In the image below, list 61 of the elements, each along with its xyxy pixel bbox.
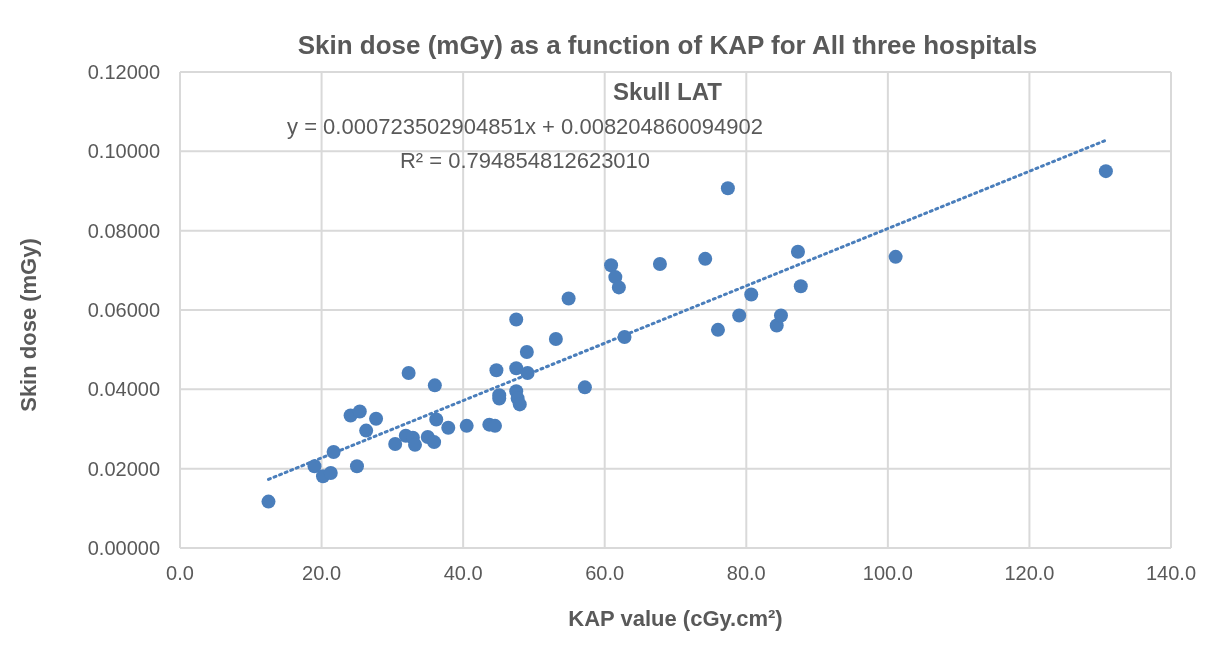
annotation: R² = 0.794854812623010 [398, 148, 652, 174]
point [520, 366, 535, 381]
point [652, 256, 667, 271]
x-tick-label: 140.0 [1145, 562, 1197, 585]
x-axis-title: KAP value (cGy.cm²) [568, 606, 783, 631]
point [352, 404, 367, 419]
point [698, 251, 713, 266]
point [888, 249, 903, 264]
point [261, 494, 276, 509]
point [732, 308, 747, 323]
point [561, 291, 576, 306]
chart-subtitle: Skull LAT [612, 78, 723, 106]
point [359, 423, 374, 438]
y-tick-label: 0.08000 [87, 219, 160, 242]
point [429, 412, 444, 427]
x-tick-label: 120.0 [1004, 562, 1055, 585]
x-tick-label: 80.0 [726, 562, 766, 585]
point [790, 244, 805, 259]
point [617, 329, 632, 344]
point [401, 366, 416, 381]
point [509, 361, 524, 376]
y-tick-label: 0.12000 [87, 61, 160, 84]
point [323, 466, 338, 481]
point [548, 331, 563, 346]
y-tick-label: 0.00000 [87, 537, 160, 560]
y-tick-label: 0.06000 [87, 299, 160, 322]
point [408, 437, 423, 452]
point [489, 363, 504, 378]
point [459, 418, 474, 433]
x-tick-label: 60.0 [585, 562, 625, 585]
point [326, 445, 341, 460]
point [710, 322, 725, 337]
point [427, 378, 442, 393]
point [611, 280, 626, 295]
x-tick-label: 20.0 [302, 562, 342, 585]
point [369, 411, 384, 426]
point [519, 345, 534, 360]
point [604, 258, 619, 273]
point [1098, 164, 1113, 179]
point [509, 312, 524, 327]
point [720, 181, 735, 196]
point [427, 435, 442, 450]
point [488, 418, 502, 433]
point [577, 380, 592, 395]
point [441, 420, 456, 435]
point [793, 279, 808, 294]
point [773, 308, 788, 323]
y-tick-label: 0.10000 [87, 140, 160, 163]
point [388, 437, 403, 452]
x-tick-label: 100.0 [862, 562, 913, 585]
x-tick-label: 40.0 [443, 562, 483, 585]
point [512, 397, 527, 412]
annotation: y = 0.000723502904851x + 0.008204860094902 [286, 114, 764, 140]
point [744, 287, 759, 302]
y-tick-label: 0.04000 [87, 378, 160, 401]
point [349, 459, 364, 474]
chart-title: Skin dose (mGy) as a function of KAP for All three hospitals [296, 30, 1039, 61]
y-axis-title: Skin dose (mGy) [15, 238, 41, 412]
y-tick-label: 0.02000 [87, 457, 160, 480]
point [307, 459, 322, 474]
x-tick-label: 0.0 [166, 562, 194, 585]
